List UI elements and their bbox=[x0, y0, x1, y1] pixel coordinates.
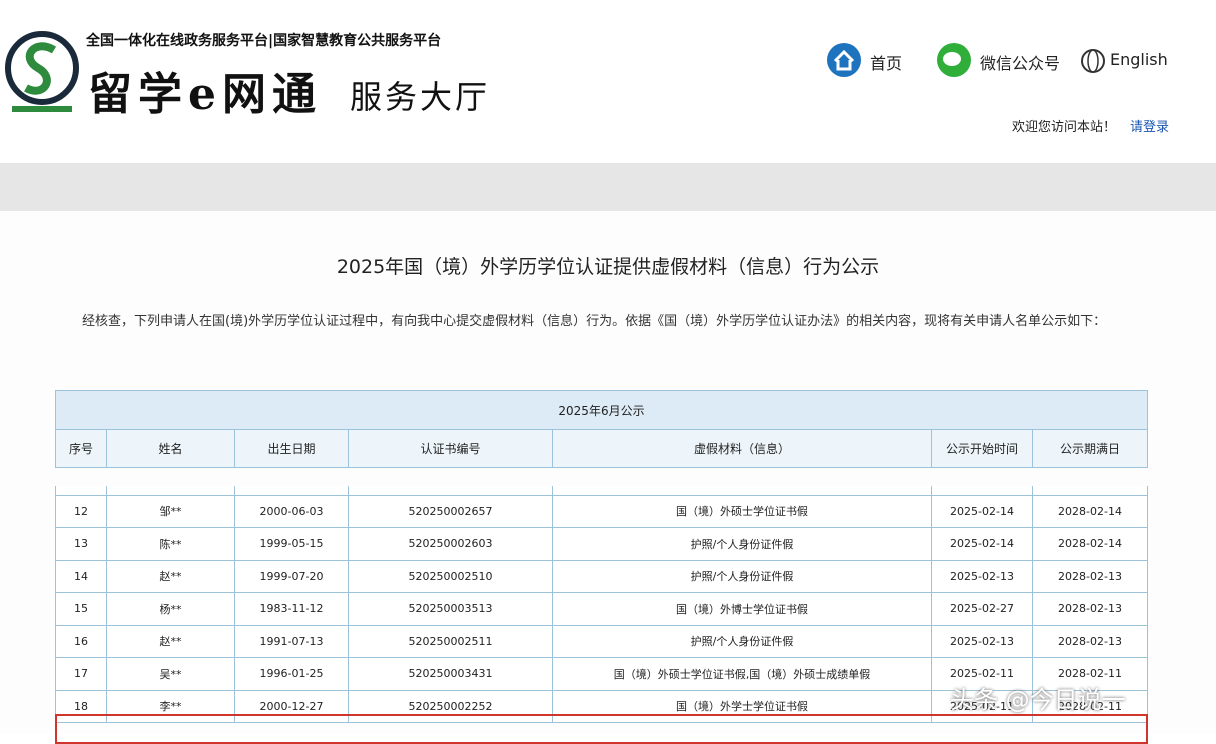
table-cell: 2025-02-13 bbox=[932, 560, 1033, 593]
column-header: 出生日期 bbox=[235, 430, 349, 468]
table-cell: 18 bbox=[55, 690, 107, 723]
table-cell: 14 bbox=[55, 560, 107, 593]
highlight-box bbox=[55, 714, 1148, 744]
table-cell: 2028-02-11 bbox=[1033, 658, 1148, 691]
table-cell: 520250003431 bbox=[349, 658, 553, 691]
welcome-text: 欢迎您访问本站！ bbox=[1012, 120, 1117, 135]
table-cell: 护照/个人身份证件假 bbox=[553, 486, 932, 496]
table-cell: 520250002657 bbox=[349, 495, 553, 528]
table-caption: 2025年6月公示 bbox=[55, 390, 1148, 430]
table-cell: 护照/个人身份证件假 bbox=[553, 625, 932, 658]
table-cell: 15 bbox=[55, 593, 107, 626]
table-cell: 16 bbox=[55, 625, 107, 658]
table-cell: 520250002252 bbox=[349, 690, 553, 723]
column-header: 认证书编号 bbox=[349, 430, 553, 468]
table-cell: 护照/个人身份证件假 bbox=[553, 528, 932, 561]
table-cell: 赵** bbox=[107, 625, 235, 658]
login-link[interactable]: 请登录 bbox=[1130, 120, 1170, 135]
table-cell: 邹** bbox=[107, 495, 235, 528]
table-cell: 2001-05-14 bbox=[235, 486, 349, 496]
globe-icon bbox=[1081, 49, 1105, 73]
table-cell: 2028-02-13 bbox=[1033, 625, 1148, 658]
table-cell: 2000-06-03 bbox=[235, 495, 349, 528]
table-cell: 国（境）外博士学位证书假 bbox=[553, 593, 932, 626]
table-cell: 2000-12-27 bbox=[235, 690, 349, 723]
table-cell: 520250002511 bbox=[349, 625, 553, 658]
logo-text: 留学e网通 bbox=[88, 69, 322, 120]
table-cell: 2028-02-13 bbox=[1033, 560, 1148, 593]
table-cell: 2025-02-14 bbox=[932, 495, 1033, 528]
notice-body: 经核查，下列申请人在国(境)外学历学位认证过程中，有向我中心提交虚假材料（信息）… bbox=[82, 314, 1107, 329]
table-body: 11李**2001-05-14520250002962护照/个人身份证件假202… bbox=[55, 486, 1148, 733]
menu-band bbox=[0, 163, 1216, 211]
table-cell: 1991-07-13 bbox=[235, 625, 349, 658]
table-cell: 赵** bbox=[107, 560, 235, 593]
table-cell: 2028-02-14 bbox=[1033, 528, 1148, 561]
table-cell: 陈** bbox=[107, 528, 235, 561]
column-header: 姓名 bbox=[107, 430, 235, 468]
home-icon bbox=[827, 43, 861, 77]
table-cell: 护照/个人身份证件假 bbox=[553, 560, 932, 593]
platform-links[interactable]: 全国一体化在线政务服务平台|国家智慧教育公共服务平台 bbox=[86, 33, 442, 49]
wechat-icon bbox=[937, 43, 971, 77]
table-cell: 国（境）外硕士学位证书假 bbox=[553, 495, 932, 528]
table-cell: 2028-02-19 bbox=[1033, 486, 1148, 496]
table-cell: 吴** bbox=[107, 658, 235, 691]
nav-home[interactable]: 首页 bbox=[870, 54, 903, 73]
column-header: 公示开始时间 bbox=[932, 430, 1033, 468]
table-cell: 1999-07-20 bbox=[235, 560, 349, 593]
table-cell: 2025-02-27 bbox=[932, 593, 1033, 626]
table-cell: 11 bbox=[55, 486, 107, 496]
table-cell: 12 bbox=[55, 495, 107, 528]
column-header: 虚假材料（信息） bbox=[553, 430, 932, 468]
table-cell: 2028-02-11 bbox=[1033, 690, 1148, 723]
table-cell: 520250003513 bbox=[349, 593, 553, 626]
table-cell: 李** bbox=[107, 486, 235, 496]
column-header: 公示期满日 bbox=[1033, 430, 1148, 468]
column-header: 序号 bbox=[55, 430, 107, 468]
table-cell: 520250002962 bbox=[349, 486, 553, 496]
table-cell: 1999-05-15 bbox=[235, 528, 349, 561]
table-cell: 李** bbox=[107, 690, 235, 723]
table-cell: 国（境）外硕士学位证书假,国（境）外硕士成绩单假 bbox=[553, 658, 932, 691]
table-cell: 13 bbox=[55, 528, 107, 561]
table-cell: 1996-01-25 bbox=[235, 658, 349, 691]
nav-wechat[interactable]: 微信公众号 bbox=[980, 54, 1061, 73]
header: 全国一体化在线政务服务平台|国家智慧教育公共服务平台 留学e网通 服务大厅 首页… bbox=[0, 0, 1216, 160]
watermark: 头条 @今日说一 bbox=[950, 686, 1126, 714]
nav-english[interactable]: English bbox=[1110, 50, 1168, 69]
table-cell: 2025-02-11 bbox=[932, 658, 1033, 691]
table-cell: 2025-02-13 bbox=[932, 625, 1033, 658]
table-cell: 17 bbox=[55, 658, 107, 691]
table-cell: 1983-11-12 bbox=[235, 593, 349, 626]
table-cell: 2025-02-19 bbox=[932, 486, 1033, 496]
table-cell: 2025-02-14 bbox=[932, 528, 1033, 561]
table-cell: 国（境）外学士学位证书假 bbox=[553, 690, 932, 723]
logo-subtitle: 服务大厅 bbox=[350, 78, 491, 116]
table-cell: 2025-02-11 bbox=[932, 690, 1033, 723]
table-cell: 520250002603 bbox=[349, 528, 553, 561]
table-cell: 2028-02-14 bbox=[1033, 495, 1148, 528]
table-cell: 520250002510 bbox=[349, 560, 553, 593]
table-cell: 杨** bbox=[107, 593, 235, 626]
table-cell: 2028-02-13 bbox=[1033, 593, 1148, 626]
logo bbox=[5, 31, 79, 112]
notice-title: 2025年国（境）外学历学位认证提供虚假材料（信息）行为公示 bbox=[336, 256, 880, 278]
